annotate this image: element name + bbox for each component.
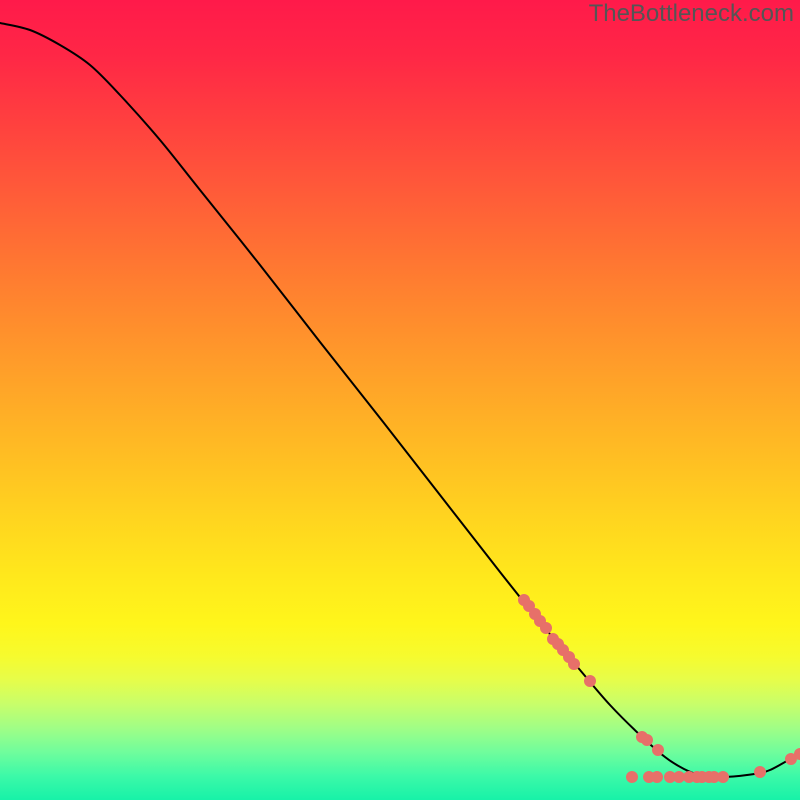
data-marker (541, 623, 552, 634)
data-marker (674, 772, 685, 783)
data-marker (653, 745, 664, 756)
data-marker (569, 659, 580, 670)
data-marker (642, 735, 653, 746)
data-marker (585, 676, 596, 687)
data-marker (652, 772, 663, 783)
data-marker (718, 772, 729, 783)
data-markers (519, 595, 800, 783)
bottleneck-curve (0, 23, 800, 777)
watermark-text: TheBottleneck.com (589, 0, 794, 28)
data-marker (627, 772, 638, 783)
data-marker (755, 767, 766, 778)
line-plot (0, 0, 800, 800)
bottleneck-chart: TheBottleneck.com (0, 0, 800, 800)
